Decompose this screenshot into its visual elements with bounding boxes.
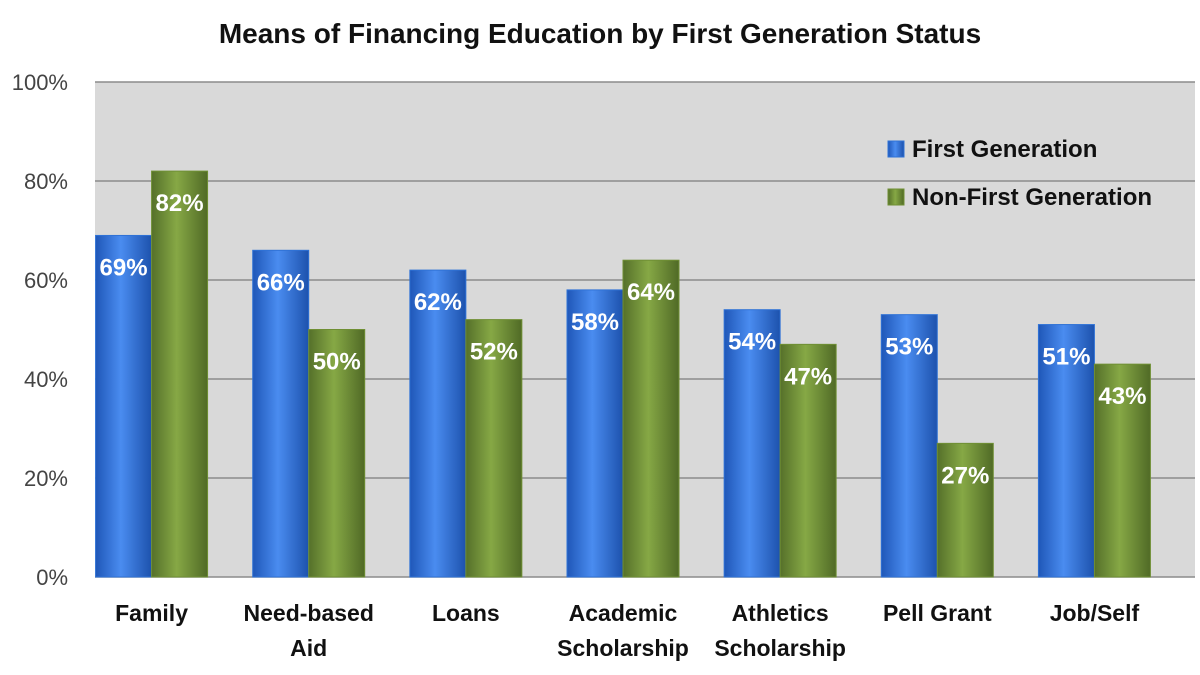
bar-first-gen <box>880 314 938 578</box>
legend-swatch-non-first-gen <box>887 188 905 206</box>
bar-first-gen <box>95 234 153 578</box>
data-label: 43% <box>1098 383 1146 410</box>
data-label: 69% <box>100 254 148 281</box>
bar-first-gen <box>723 309 781 578</box>
bar-non-first-gen <box>936 442 994 578</box>
data-label: 62% <box>414 289 462 316</box>
x-category-label: Need-based <box>244 600 374 626</box>
x-category-label: Family <box>115 600 188 626</box>
legend-label: First Generation <box>912 136 1097 163</box>
bar-non-first-gen <box>779 343 837 578</box>
data-label: 64% <box>627 279 675 306</box>
y-tick-label: 100% <box>12 70 68 95</box>
bar-first-gen <box>566 289 624 578</box>
x-category-label: Job/Self <box>1050 600 1140 626</box>
bar-non-first-gen <box>1093 363 1151 578</box>
data-label: 52% <box>470 339 518 366</box>
data-label: 82% <box>156 190 204 217</box>
bar-first-gen <box>409 269 467 578</box>
x-category-label: Athletics <box>732 600 829 626</box>
data-label: 53% <box>885 334 933 361</box>
bar-non-first-gen <box>151 170 209 578</box>
bar-non-first-gen <box>622 259 680 578</box>
y-tick-label: 80% <box>24 169 68 194</box>
chart-title: Means of Financing Education by First Ge… <box>218 18 982 49</box>
x-category-label: Pell Grant <box>883 600 992 626</box>
x-category-label: Scholarship <box>714 635 846 661</box>
bar-first-gen <box>252 249 310 578</box>
y-tick-label: 60% <box>24 268 68 293</box>
data-label: 66% <box>257 269 305 296</box>
bar-non-first-gen <box>308 329 366 578</box>
x-category-label: Loans <box>432 600 500 626</box>
bar-first-gen <box>1037 324 1095 578</box>
data-label: 54% <box>728 329 776 356</box>
legend-label: Non-First Generation <box>912 184 1152 211</box>
data-label: 47% <box>784 363 832 390</box>
y-tick-label: 20% <box>24 466 68 491</box>
legend-swatch-first-gen <box>887 140 905 158</box>
data-label: 50% <box>313 349 361 376</box>
x-category-label: Scholarship <box>557 635 689 661</box>
x-category-label: Academic <box>569 600 678 626</box>
data-label: 58% <box>571 309 619 336</box>
x-category-label: Aid <box>290 635 327 661</box>
y-tick-label: 40% <box>24 367 68 392</box>
y-tick-label: 0% <box>36 565 68 590</box>
bar-non-first-gen <box>465 319 523 578</box>
data-label: 27% <box>941 462 989 489</box>
data-label: 51% <box>1042 344 1090 371</box>
